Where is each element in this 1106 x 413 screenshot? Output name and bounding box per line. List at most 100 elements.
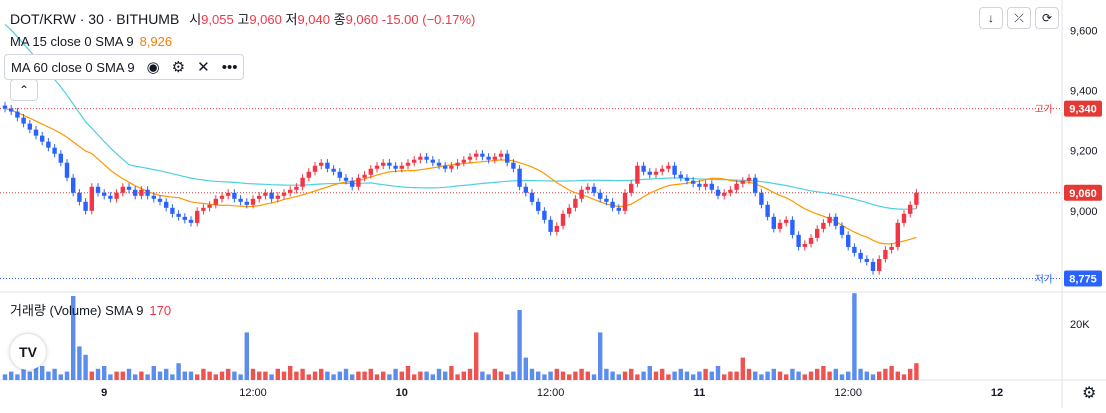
candle-body (21, 117, 26, 124)
candle-body (728, 189, 733, 193)
candle-body (170, 207, 175, 214)
candle-body (870, 261, 876, 271)
collapse-legend-button[interactable]: ⌃ (10, 79, 38, 101)
volume-bar (870, 374, 876, 380)
candle-body (585, 186, 590, 190)
volume-legend[interactable]: 거래량 (Volume) SMA 9 170 (10, 300, 171, 319)
candle-body (908, 204, 913, 214)
ma15-value: 8,926 (139, 34, 173, 49)
x-tick-label: 11 (694, 387, 706, 399)
candle-body (505, 153, 510, 163)
volume-bar (467, 368, 473, 380)
high-value: 9,060 (249, 12, 282, 27)
more-icon[interactable]: ••• (221, 58, 238, 76)
candle-body (610, 201, 615, 208)
high-label: 고 (237, 12, 250, 27)
volume-bar (33, 363, 39, 380)
candle-body (343, 177, 349, 181)
volume-bar (480, 371, 485, 380)
volume-bar (529, 368, 535, 380)
x-tick-label: 12:00 (537, 387, 565, 399)
candle-body (666, 165, 671, 169)
volume-bar (641, 371, 646, 380)
volume-bar (678, 368, 683, 380)
volume-bar (864, 371, 869, 380)
volume-bar (399, 371, 404, 380)
ma15-legend[interactable]: MA 15 close 0 SMA 9 8,926 (10, 34, 172, 49)
candle-body (250, 198, 256, 205)
candle-body (399, 165, 404, 169)
candle-body (536, 201, 541, 211)
eye-icon[interactable]: ◉ (146, 59, 160, 76)
candle-body (864, 258, 869, 262)
low-label: 저 (285, 12, 298, 27)
y-tick-label: 9,000 (1070, 206, 1098, 218)
candle-body (443, 165, 448, 169)
volume-bar (89, 371, 94, 380)
candle-body (350, 180, 355, 187)
volume-bar (598, 332, 603, 380)
candle-body (759, 192, 764, 205)
candle-body (579, 189, 584, 199)
candle-body (833, 216, 838, 226)
x-tick-label: 12:00 (834, 387, 862, 399)
volume-bar (449, 366, 454, 380)
symbol-name: DOT/KRW · 30 · BITHUMB (10, 11, 180, 27)
volume-bar (102, 366, 107, 380)
close-icon[interactable]: ✕ (197, 59, 210, 76)
volume-bar (244, 332, 249, 380)
candle-body (257, 195, 262, 199)
volume-bar (722, 374, 727, 380)
ma60-line (4, 23, 917, 210)
volume-bar (474, 332, 479, 380)
volume-bar (151, 366, 156, 380)
volume-bar (728, 371, 733, 380)
candle-body (263, 192, 268, 196)
candle-body (40, 135, 45, 142)
volume-bar (40, 366, 45, 380)
settings-icon[interactable]: ⚙ (171, 59, 186, 76)
gear-icon[interactable]: ⚙ (1082, 385, 1097, 402)
candle-body (312, 165, 318, 172)
ma60-legend[interactable]: MA 60 close 0 SMA 9 ◉ ⚙ ✕ ••• (4, 54, 245, 80)
volume-bar (715, 366, 721, 380)
candle-body (672, 165, 677, 175)
collapse-pane-icon[interactable]: ⤫ (1007, 7, 1031, 29)
candle-body (300, 177, 305, 187)
volume-bar (901, 374, 907, 380)
volume-bar (368, 368, 373, 380)
volume-bar (883, 368, 888, 380)
candle-body (133, 189, 138, 196)
volume-bar (616, 374, 621, 380)
maximize-pane-icon[interactable]: ⟳ (1035, 7, 1059, 29)
y-tick-label: 9,200 (1070, 146, 1098, 158)
volume-bar (250, 368, 256, 380)
candle-body (325, 162, 330, 169)
candle-body (480, 153, 485, 157)
volume-bar (312, 371, 318, 380)
volume-bar (647, 366, 652, 380)
price-badge (1064, 184, 1102, 201)
candle-body (195, 210, 200, 223)
volume-bar (64, 371, 70, 380)
volume-bar (560, 371, 566, 380)
candle-body (858, 252, 863, 259)
candle-body (393, 165, 398, 169)
candle-body (207, 204, 212, 208)
candle-body (598, 192, 603, 199)
volume-bar (108, 374, 113, 380)
open-value: 9,055 (201, 12, 234, 27)
volume-bar (182, 371, 187, 380)
candle-body (219, 195, 225, 199)
volume-bar (585, 371, 590, 380)
arrow-down-icon[interactable]: ↓ (979, 7, 1003, 29)
volume-bar (839, 374, 845, 380)
volume-bar (139, 371, 144, 380)
change-value: -15.00 (−0.17%) (381, 12, 476, 27)
volume-bar (319, 368, 324, 380)
volume-bar (709, 371, 714, 380)
volume-bar (176, 363, 181, 380)
candle-body (542, 210, 547, 220)
